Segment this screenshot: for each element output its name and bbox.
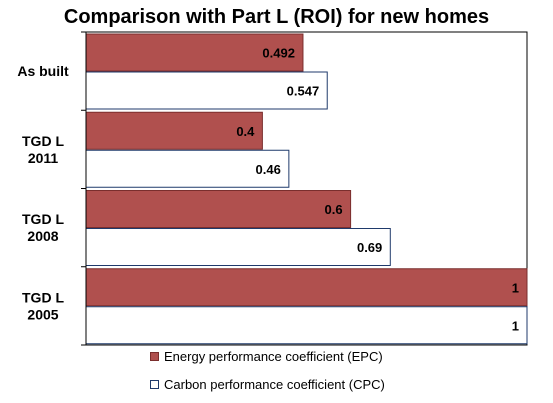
epc-bar-3 [85, 268, 528, 307]
legend-label-epc: Energy performance coefficient (EPC) [164, 349, 383, 364]
category-label-2-line-1: 2008 [27, 228, 58, 244]
epc-bar-1 [85, 111, 263, 150]
epc-value-label-1: 0.4 [236, 124, 255, 139]
legend-swatch-epc [150, 352, 159, 361]
epc-value-label-0: 0.492 [262, 46, 295, 61]
epc-value-label-2: 0.6 [325, 202, 343, 217]
category-label-3-line-0: TGD L [22, 289, 64, 305]
legend-swatch-cpc [150, 380, 159, 389]
cpc-bar-3 [85, 306, 528, 345]
chart-title: Comparison with Part L (ROI) for new hom… [63, 6, 490, 28]
cpc-value-label-1: 0.46 [256, 162, 281, 177]
cpc-value-label-2: 0.69 [357, 240, 382, 255]
category-label-1-line-1: 2011 [28, 150, 59, 166]
legend-item-epc: Energy performance coefficient (EPC) [150, 349, 383, 364]
epc-bar-0 [85, 33, 304, 72]
legend-item-cpc: Carbon performance coefficient (CPC) [150, 377, 385, 392]
cpc-bar-1 [85, 149, 290, 188]
cpc-bar-2 [85, 228, 391, 266]
category-label-0-line-0: As built [17, 63, 69, 79]
category-label-3-line-1: 2005 [27, 306, 58, 322]
legend-label-cpc: Carbon performance coefficient (CPC) [164, 377, 385, 392]
category-label-1-line-0: TGD L [22, 133, 64, 149]
epc-bar-2 [85, 190, 352, 228]
cpc-value-label-0: 0.547 [287, 84, 320, 99]
category-label-2-line-0: TGD L [22, 211, 64, 227]
cpc-value-label-3: 1 [512, 318, 519, 333]
epc-value-label-3: 1 [512, 280, 519, 295]
